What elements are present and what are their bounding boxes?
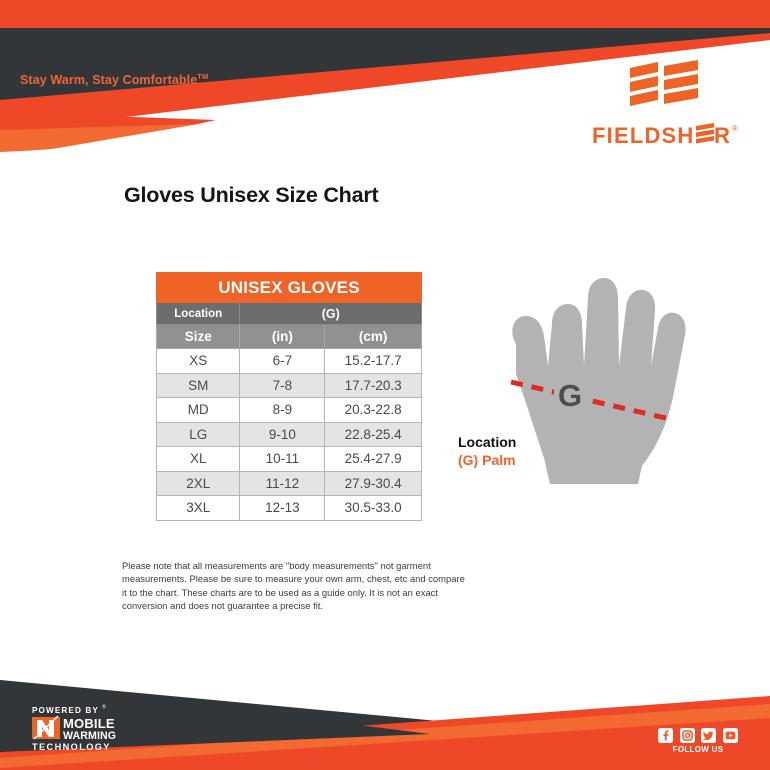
- cell-size: SM: [155, 372, 241, 398]
- measurement-dashed-line: [510, 379, 675, 423]
- table-location-row: Location (G): [155, 302, 422, 325]
- facebook-icon[interactable]: [658, 728, 674, 743]
- mw-bolt-mark: [32, 715, 60, 740]
- twitter-icon[interactable]: [701, 728, 717, 743]
- cell-cm: 25.4-27.9: [324, 446, 422, 472]
- cell-inches: 8-9: [239, 397, 326, 423]
- cell-size: XL: [155, 446, 241, 472]
- measure-letter-backdrop: [554, 376, 586, 410]
- hand-measurement-diagram: G: [510, 278, 686, 484]
- table-location-code: (G): [239, 302, 422, 325]
- cell-cm: 17.7-20.3: [324, 372, 422, 398]
- table-row: SM 7-8 17.7-20.3: [155, 372, 422, 398]
- disclaimer-text: Please note that all measurements are "b…: [122, 560, 465, 612]
- column-header-cm: (cm): [324, 324, 422, 349]
- location-heading: Location: [458, 434, 517, 450]
- header-banner-art: [0, 0, 770, 200]
- cell-inches: 12-13: [239, 495, 326, 521]
- logo-registered-mark: ®: [732, 124, 738, 133]
- instagram-icon[interactable]: [679, 728, 695, 743]
- cell-cm: 22.8-25.4: [324, 421, 422, 447]
- column-header-inches: (in): [239, 324, 326, 349]
- header-top-orange-bar: [0, 0, 770, 28]
- location-value: (G) Palm: [458, 451, 516, 468]
- cell-cm: 20.3-22.8: [324, 397, 422, 423]
- cell-inches: 10-11: [239, 446, 326, 472]
- footer-banner-art: [0, 660, 770, 770]
- cell-inches: 7-8: [239, 372, 326, 398]
- table-row: 3XL 12-13 30.5-33.0: [155, 495, 422, 521]
- powered-by-registered: ®: [102, 704, 106, 711]
- fieldsheer-logo: FIELDSH R ®: [592, 60, 752, 160]
- location-legend: Location (G) Palm: [458, 434, 516, 470]
- fieldsheer-wordmark: FIELDSH R ®: [592, 123, 738, 148]
- social-icon-row: [648, 728, 748, 743]
- tagline-tm: TM: [197, 72, 209, 81]
- cell-inches: 11-12: [239, 470, 326, 496]
- cell-inches: 9-10: [239, 421, 326, 447]
- logo-bar-1: [630, 62, 658, 78]
- measure-letter: G: [558, 378, 582, 413]
- footer-orange-light-stripe: [0, 704, 770, 768]
- table-row: XS 6-7 15.2-17.7: [155, 348, 422, 374]
- cell-cm: 15.2-17.7: [324, 348, 422, 374]
- footer-dark-triangle: [0, 680, 430, 752]
- logo-text-part2: R: [714, 123, 731, 148]
- logo-bar-6: [664, 88, 698, 104]
- cell-size: LG: [155, 421, 241, 447]
- cell-inches: 6-7: [239, 348, 326, 374]
- warming-text: WARMING: [63, 730, 116, 742]
- table-location-label: Location: [155, 302, 241, 325]
- social-links: FOLLOW US: [648, 728, 748, 762]
- cell-size: 3XL: [155, 495, 241, 521]
- tagline-text: Stay Warm, Stay Comfortable: [20, 73, 198, 88]
- size-chart-table: UNISEX GLOVES Location (G) Size (in) (cm…: [155, 272, 422, 521]
- mobile-warming-logo: POWERED BY ® MOBILE WARMING TECHNOLOGY: [32, 704, 116, 752]
- logo-ee-glyph: [696, 123, 714, 144]
- youtube-icon[interactable]: [722, 728, 738, 743]
- brand-tagline: Stay Warm, Stay ComfortableTM: [20, 72, 208, 87]
- table-row: MD 8-9 20.3-22.8: [155, 397, 422, 423]
- hand-silhouette: [512, 278, 686, 484]
- header-orange-stripe-2: [0, 33, 770, 132]
- logo-bar-3: [630, 90, 658, 106]
- table-title-row: UNISEX GLOVES: [156, 272, 422, 303]
- mobile-text: MOBILE: [63, 716, 115, 731]
- table-row: XL 10-11 25.4-27.9: [155, 446, 422, 472]
- cell-size: MD: [155, 397, 241, 423]
- cell-size: XS: [155, 348, 241, 374]
- follow-us-label: FOLLOW US: [672, 745, 724, 754]
- table-row: 2XL 11-12 27.9-30.4: [155, 470, 422, 496]
- header-white-fill: [0, 40, 770, 200]
- powered-by-text: POWERED BY: [32, 706, 99, 715]
- technology-text: TECHNOLOGY: [32, 742, 111, 752]
- page-title: Gloves Unisex Size Chart: [124, 183, 379, 207]
- cell-size: 2XL: [155, 470, 241, 496]
- cell-cm: 27.9-30.4: [324, 470, 422, 496]
- table-column-header-row: Size (in) (cm): [155, 324, 422, 349]
- cell-cm: 30.5-33.0: [324, 495, 422, 521]
- header-white-bottom: [0, 122, 210, 200]
- column-header-size: Size: [155, 324, 241, 349]
- logo-bar-2: [630, 76, 658, 92]
- logo-bar-5: [664, 74, 698, 90]
- table-title: UNISEX GLOVES: [156, 272, 422, 303]
- fieldsheer-logo-mark: [630, 60, 698, 106]
- logo-bar-4: [664, 60, 698, 76]
- logo-text-part1: FIELDSH: [592, 123, 695, 148]
- table-row: LG 9-10 22.8-25.4: [155, 421, 422, 447]
